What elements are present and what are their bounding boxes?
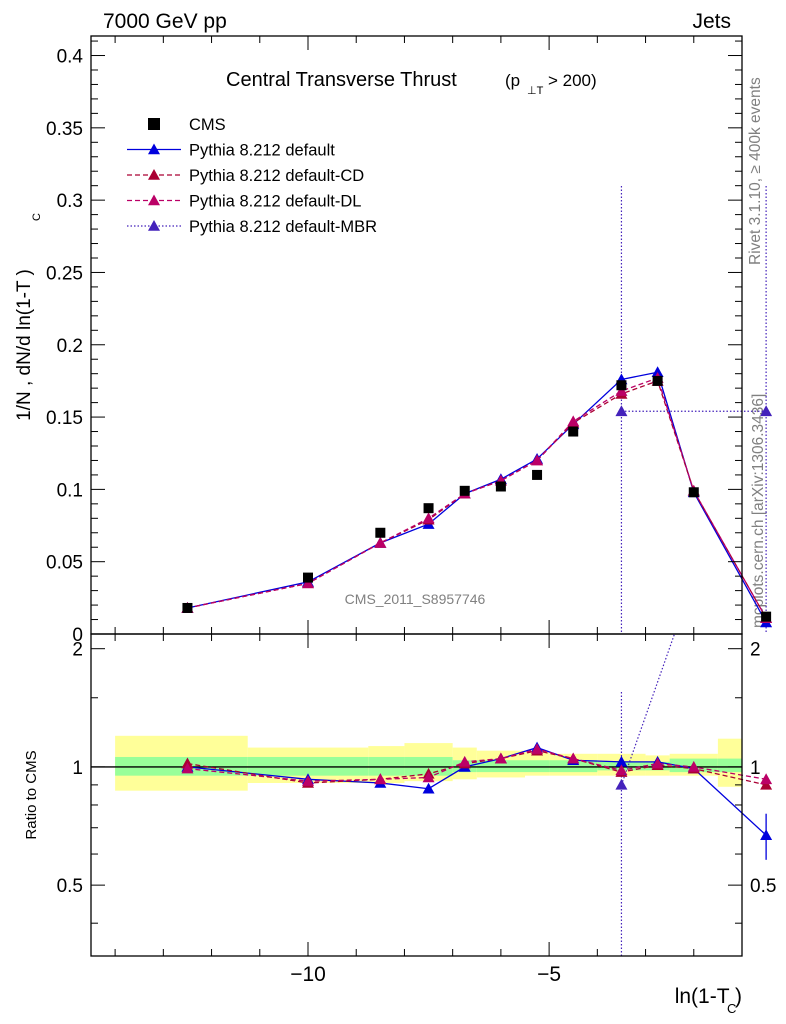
pythia-8-212-default-mbr-point <box>760 405 773 417</box>
pythia-8-212-default-ratio-point <box>615 755 628 767</box>
cms-point <box>423 503 434 514</box>
ratio-tick-label-right: 1 <box>750 758 761 779</box>
pythia-8-212-default-dl-ratio-point <box>531 743 544 754</box>
cms-point <box>182 602 193 613</box>
pythia-8-212-default-dl-ratio-point <box>687 760 700 772</box>
y-tick-label: 0.05 <box>46 553 83 574</box>
x-axis-label-sub: C <box>727 1001 736 1016</box>
cms-point <box>688 487 699 498</box>
series-layer <box>181 186 773 956</box>
chart-title-cut-pre: (p <box>505 71 520 90</box>
legend-label-pythia-8-212-default-cd: Pythia 8.212 default-CD <box>189 167 364 185</box>
y-tick-label: 0.15 <box>46 408 83 429</box>
cms-point <box>303 572 313 583</box>
ratio-tick-label-right: 2 <box>750 640 761 661</box>
y-axis-label: 1/N , dN/d ln(1-T ) <box>14 269 35 421</box>
header-energy: 7000 GeV pp <box>103 10 227 33</box>
ratio-tick-label: 2 <box>72 640 83 661</box>
y-axis-label-sub: C <box>31 213 43 221</box>
cms-point <box>761 611 772 622</box>
mcplots-label: mcplots.cern.ch [arXiv:1306.3436] <box>750 394 767 628</box>
x-axis-label: ln(1-T ) <box>675 985 742 1008</box>
ratio-frame <box>90 633 743 957</box>
pythia-8-212-default-dl-ratio-point <box>374 773 387 785</box>
pythia-8-212-default-ratio-line <box>187 746 767 836</box>
band-stat <box>549 760 598 773</box>
legend-label-pythia-8-212-default-dl: Pythia 8.212 default-DL <box>189 193 361 211</box>
pythia-8-212-default-dl-point <box>567 415 580 427</box>
chart-title-cut-sub: ⊥T <box>527 85 544 97</box>
pythia-8-212-default-line <box>187 371 767 623</box>
legend-marker-pythia-8-212-default-mbr <box>148 220 160 231</box>
pythia-8-212-default-dl-ratio-point <box>458 755 471 767</box>
y-tick-label: 0 <box>72 625 83 646</box>
ratio-y-axis-label: Ratio to CMS <box>23 750 40 839</box>
pythia-8-212-default-dl-ratio-point <box>302 775 314 786</box>
pythia-8-212-default-cd-line <box>187 380 767 619</box>
y-tick-label: 0.4 <box>57 47 84 68</box>
pythia-8-212-default-dl-ratio-point <box>615 764 628 776</box>
pythia-8-212-default-ratio-point <box>422 782 435 794</box>
pythia-8-212-default-dl-ratio-point <box>760 773 773 785</box>
y-tick-label: 0.3 <box>57 191 83 212</box>
legend-marker-pythia-8-212-default-dl <box>148 194 160 206</box>
chart-title-group: Central Transverse Thrust (p ⊥T > 200) <box>226 69 597 97</box>
band-stat <box>717 758 742 773</box>
cms-point <box>568 426 579 437</box>
chart-title-cut-post: > 200) <box>548 71 597 90</box>
axes: 0 0.05 0.1 0.15 0.2 0.25 0.3 0.35 0.4 0.5 0.5 1 1 2 2 −… <box>46 35 776 986</box>
pythia-8-212-default-dl-point <box>374 536 387 548</box>
legend-label-pythia-8-212-default-mbr: Pythia 8.212 default-MBR <box>189 218 377 236</box>
y-tick-label: 0.25 <box>46 263 83 284</box>
x-tick-label: −10 <box>290 963 326 986</box>
band-stat <box>476 760 525 773</box>
ratio-bands <box>115 735 742 791</box>
cms-point <box>375 527 386 538</box>
y-tick-label: 0.2 <box>57 336 83 357</box>
pythia-8-212-default-dl-point <box>422 512 435 524</box>
rivet-label: Rivet 3.1.10, ≥ 400k events <box>747 77 764 265</box>
pythia-8-212-default-dl-line <box>187 377 767 619</box>
legend-marker-pythia-8-212-default <box>148 143 160 155</box>
pythia-8-212-default-dl-ratio-line <box>187 748 767 782</box>
pythia-8-212-default-point <box>651 366 664 378</box>
pythia-8-212-default-dl-ratio-point <box>494 752 507 764</box>
pythia-8-212-default-mbr-point <box>615 405 628 417</box>
pythia-8-212-default-dl-point <box>615 385 628 396</box>
legend-marker-pythia-8-212-default-cd <box>148 169 160 180</box>
pythia-8-212-default-cd-ratio-line <box>187 749 767 786</box>
cms-point <box>459 485 470 496</box>
pythia-8-212-default-dl-ratio-point <box>181 762 194 774</box>
legend: CMS Pythia 8.212 default Pythia 8.212 defa… <box>127 116 377 236</box>
ratio-tick-label: 0.5 <box>57 876 83 897</box>
legend-label-pythia-8-212-default: Pythia 8.212 default <box>189 142 335 160</box>
pythia-8-212-default-dl-point <box>302 577 314 589</box>
cms-point <box>495 481 506 492</box>
legend-marker-cms <box>148 118 160 130</box>
ratio-tick-label-right: 0.5 <box>750 876 776 897</box>
pythia-8-212-default-cd-ratio-point <box>760 778 773 790</box>
pythia-8-212-default-mbr-ratio-line <box>620 633 676 786</box>
pythia-8-212-default-mbr-ratio-point <box>615 778 628 790</box>
pythia-8-212-default-dl-ratio-point <box>422 771 435 783</box>
analysis-watermark: CMS_2011_S8957746 <box>345 591 486 607</box>
cms-point <box>652 375 663 386</box>
pythia-8-212-default-dl-ratio-point <box>651 757 664 769</box>
chart-title: Central Transverse Thrust <box>226 69 457 91</box>
cms-point <box>616 380 627 391</box>
y-axis-label-group: 1/N , dN/d ln(1-T ) C <box>14 213 43 421</box>
pythia-8-212-default-dl-point <box>531 454 544 466</box>
ratio-tick-label: 1 <box>72 758 83 779</box>
pythia-8-212-default-dl-ratio-point <box>567 752 580 764</box>
y-tick-label: 0.1 <box>57 480 83 501</box>
legend-label-cms: CMS <box>189 116 226 134</box>
header-process: Jets <box>692 10 731 33</box>
band-stat <box>525 760 550 773</box>
x-tick-label: −5 <box>537 963 561 986</box>
x-axis-label-group: ln(1-T ) C <box>675 985 742 1016</box>
cms-point <box>532 469 543 480</box>
y-tick-label: 0.35 <box>46 119 83 140</box>
